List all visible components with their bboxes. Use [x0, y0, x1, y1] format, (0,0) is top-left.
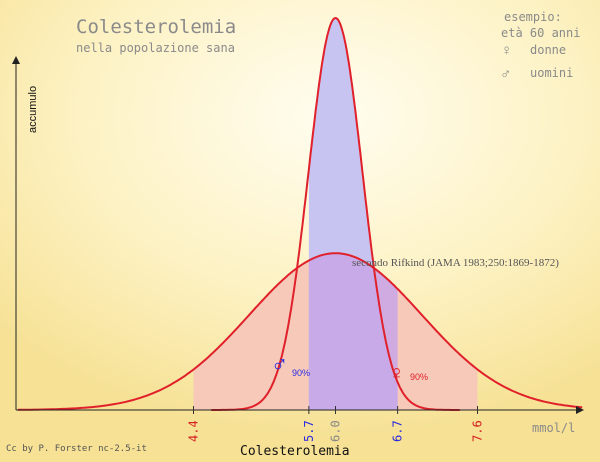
women-curve — [17, 252, 583, 411]
women-symbol: ♀ — [388, 360, 405, 386]
men-symbol: ♂ — [271, 351, 288, 377]
tick-label-7-6: 7.6 — [471, 420, 485, 442]
x-axis-arrow — [576, 406, 584, 414]
source-note: secondo Rifkind (JAMA 1983;250:1869-1872… — [352, 257, 559, 269]
area-layer — [193, 18, 478, 410]
legend-men-label: uomini — [530, 66, 573, 80]
y-axis-arrow — [12, 56, 20, 64]
tick-group: 4.4 5.7 6.0 6.7 7.6 — [187, 406, 485, 442]
men-curve — [211, 16, 460, 411]
tick-label-6-7: 6.7 — [391, 420, 405, 442]
chart-subtitle: nella popolazione sana — [76, 41, 235, 55]
chart-title: Colesterolemia — [76, 16, 236, 38]
men-90-label: 90% — [292, 368, 310, 378]
x-axis-title: Colesterolemia — [240, 444, 350, 459]
tick-label-5-7: 5.7 — [302, 420, 316, 442]
x-unit-label: mmol/l — [532, 421, 575, 435]
legend-women-symbol: ♀ — [501, 42, 512, 59]
legend-men-symbol: ♂ — [500, 66, 511, 83]
example-heading: esempio: — [504, 10, 562, 24]
tick-label-4-4: 4.4 — [187, 420, 201, 442]
overlap-90-band — [308, 253, 398, 410]
legend-women-label: donne — [530, 43, 566, 57]
women-90-label: 90% — [410, 372, 428, 382]
tick-label-6-0: 6.0 — [329, 420, 343, 442]
example-age: età 60 anni — [501, 26, 580, 40]
credit: Cc by P. Forster nc-2.5-it — [6, 444, 147, 454]
y-axis-label: accumulo — [27, 86, 39, 133]
